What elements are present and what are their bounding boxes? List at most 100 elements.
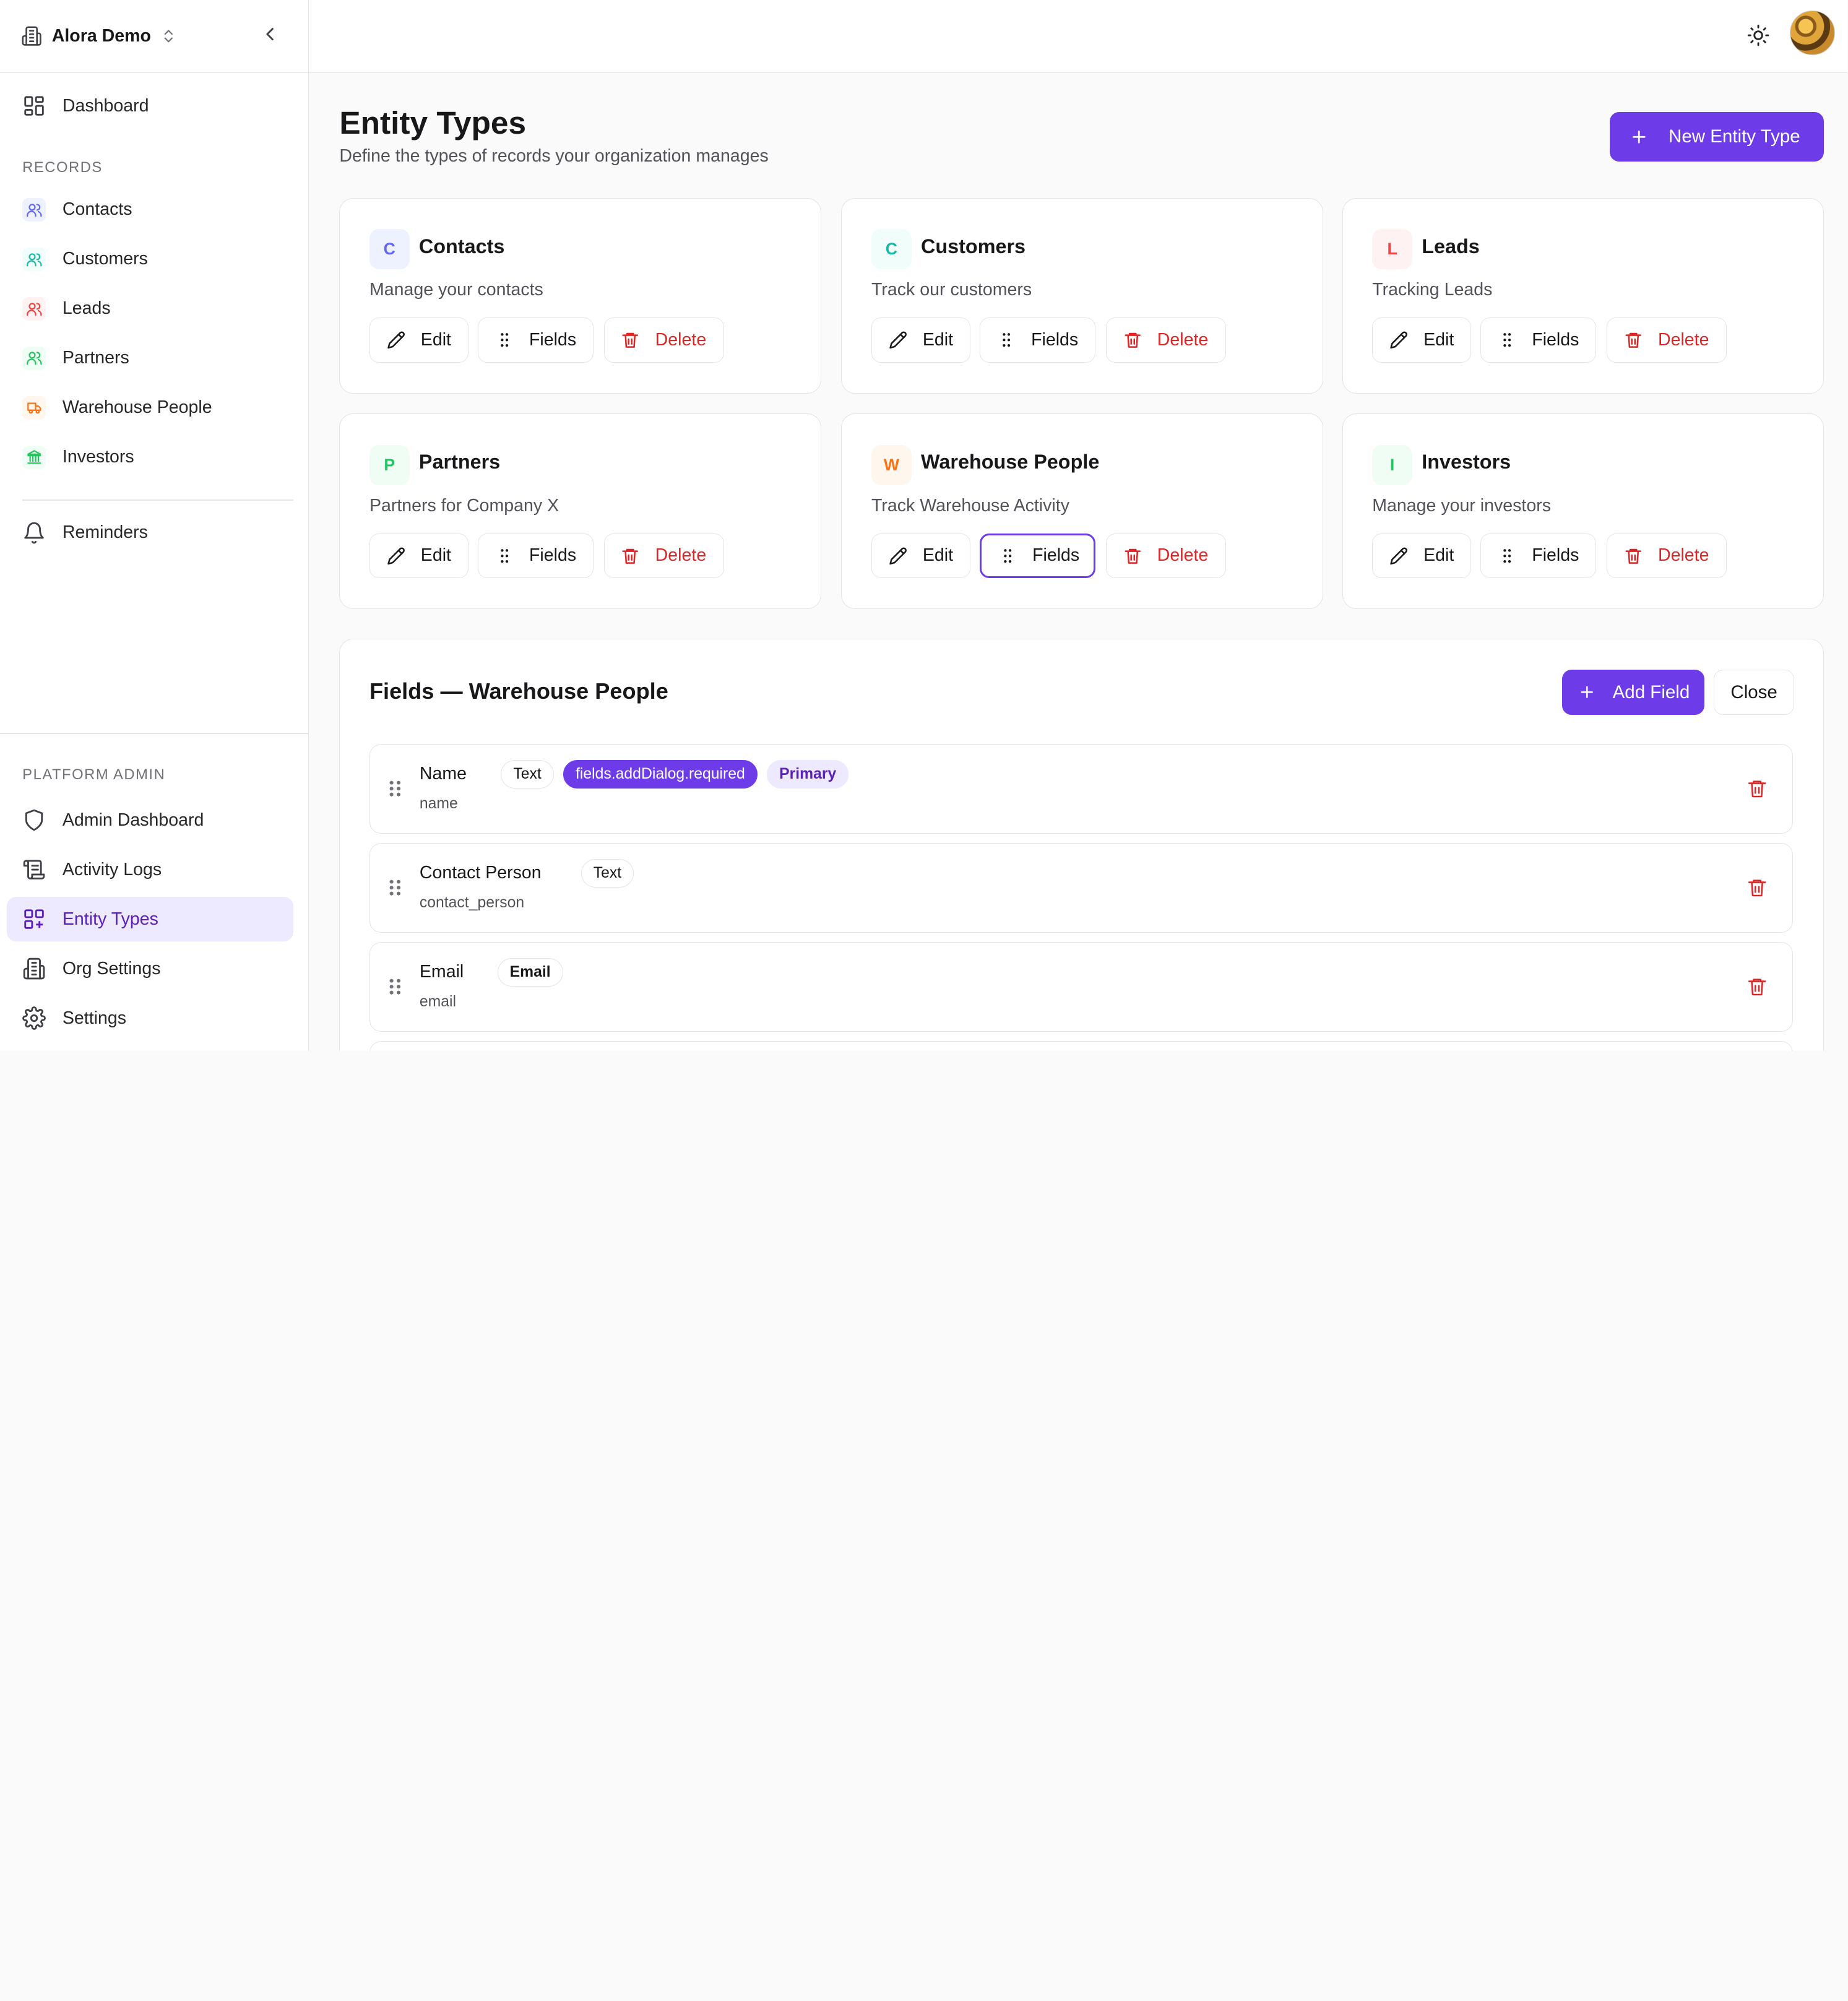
fields-panel-title: Fields — Warehouse People xyxy=(369,678,668,704)
trash-icon xyxy=(1125,332,1141,348)
entity-description: Track our customers xyxy=(871,280,1032,300)
nav-record-label: Partners xyxy=(62,348,129,368)
entity-name: Warehouse People xyxy=(921,451,1100,473)
nav-entity-types[interactable]: Entity Types xyxy=(7,896,294,942)
trash-icon[interactable] xyxy=(1747,976,1768,997)
trash-icon[interactable] xyxy=(1747,877,1768,898)
nav-record-partners[interactable]: Partners xyxy=(7,336,293,381)
entity-description: Tracking Leads xyxy=(1372,280,1493,300)
delete-button[interactable]: Delete xyxy=(1105,533,1227,578)
entity-name: Partners xyxy=(418,451,501,473)
users-icon xyxy=(22,296,46,321)
field-row[interactable]: Contact Person contact_person Text xyxy=(369,843,1793,933)
edit-button[interactable]: Edit xyxy=(369,533,468,578)
fields-label: Fields xyxy=(1031,329,1079,350)
entity-type-card: W Warehouse People Track Warehouse Activit… xyxy=(841,413,1324,610)
trash-icon xyxy=(623,548,639,564)
delete-label: Delete xyxy=(1157,329,1209,350)
delete-button[interactable]: Delete xyxy=(603,318,725,363)
user-avatar[interactable] xyxy=(1790,11,1835,56)
add-field-label: Add Field xyxy=(1612,681,1690,702)
bell-icon xyxy=(22,521,46,545)
trash-icon[interactable] xyxy=(1747,778,1768,799)
layout-grid-icon xyxy=(22,907,46,931)
entity-letter-badge: C xyxy=(871,229,912,270)
page-subtitle: Define the types of records your organiz… xyxy=(339,146,769,166)
delete-button[interactable]: Delete xyxy=(1607,533,1727,578)
collapse-sidebar-icon[interactable] xyxy=(259,24,280,45)
add-field-button[interactable]: Add Field xyxy=(1561,670,1705,715)
field-name: Email xyxy=(419,961,464,982)
field-name: Contact Person xyxy=(419,862,542,883)
nav-reminders[interactable]: Reminders xyxy=(7,510,293,555)
fields-button[interactable]: Fields xyxy=(478,318,594,363)
trash-icon xyxy=(1625,548,1641,564)
nav-admin-dashboard[interactable]: Admin Dashboard xyxy=(7,798,293,842)
close-button[interactable]: Close xyxy=(1714,670,1794,715)
building-icon xyxy=(22,957,46,980)
nav-reminders-label: Reminders xyxy=(62,522,148,543)
entity-letter-badge: C xyxy=(369,229,410,270)
fields-button[interactable]: Fields xyxy=(1480,318,1596,363)
nav-admin-label: Activity Logs xyxy=(62,859,162,879)
fields-button[interactable]: Fields xyxy=(478,533,594,578)
entity-description: Manage your contacts xyxy=(369,280,543,300)
field-row[interactable]: Email email Email xyxy=(369,942,1793,1032)
delete-button[interactable]: Delete xyxy=(603,533,725,578)
nav-record-contacts[interactable]: Contacts xyxy=(7,188,293,232)
edit-button[interactable]: Edit xyxy=(871,533,970,578)
entity-name: Contacts xyxy=(418,235,505,257)
fields-button[interactable]: Fields xyxy=(980,318,1095,363)
field-name: Name xyxy=(419,763,467,784)
delete-button[interactable]: Delete xyxy=(1607,318,1727,363)
nav-record-investors[interactable]: Investors xyxy=(7,435,293,480)
plus-icon xyxy=(1581,686,1594,699)
nav-activity-logs[interactable]: Activity Logs xyxy=(7,847,293,892)
top-bar xyxy=(308,0,1848,74)
edit-button[interactable]: Edit xyxy=(369,318,468,363)
edit-button[interactable]: Edit xyxy=(1372,318,1472,363)
nav-record-label: Investors xyxy=(62,447,134,467)
building-icon xyxy=(22,26,41,46)
nav-record-customers[interactable]: Customers xyxy=(7,237,293,282)
fields-button[interactable]: Fields xyxy=(980,533,1095,578)
pencil-icon xyxy=(387,547,405,564)
field-row[interactable] xyxy=(369,1041,1793,1052)
drag-handle-icon[interactable] xyxy=(387,976,404,997)
field-type-badge: Text xyxy=(581,859,634,888)
scroll-icon xyxy=(22,858,46,881)
field-badges: Email xyxy=(497,958,563,987)
nav-admin-label: Admin Dashboard xyxy=(62,810,204,830)
entity-type-card: C Customers Track our customers Edit Fields D… xyxy=(841,197,1324,394)
edit-button[interactable]: Edit xyxy=(871,318,970,363)
pencil-icon xyxy=(1390,331,1407,349)
chevrons-up-down-icon xyxy=(164,30,173,43)
sun-icon[interactable] xyxy=(1747,24,1770,47)
trash-icon xyxy=(1125,548,1141,564)
field-badges: Text fields.addDialog.required Primary xyxy=(501,760,849,789)
delete-button[interactable]: Delete xyxy=(1105,318,1227,363)
edit-button[interactable]: Edit xyxy=(1372,533,1472,578)
entity-letter-badge: W xyxy=(871,444,912,485)
fields-button[interactable]: Fields xyxy=(1480,533,1596,578)
drag-handle-icon[interactable] xyxy=(387,778,404,799)
nav-settings[interactable]: Settings xyxy=(7,996,293,1040)
grip-icon xyxy=(501,548,508,563)
new-entity-type-button[interactable]: New Entity Type xyxy=(1609,111,1824,162)
drag-handle-icon[interactable] xyxy=(387,877,404,898)
nav-record-leads[interactable]: Leads xyxy=(7,287,293,331)
delete-label: Delete xyxy=(655,545,707,566)
new-entity-type-label: New Entity Type xyxy=(1669,126,1800,147)
sidebar: Alora Demo Dashboard RECORDS Contacts Cu… xyxy=(0,0,309,1052)
entity-letter-badge: P xyxy=(369,444,410,485)
entity-letter-badge: L xyxy=(1372,229,1412,270)
field-row[interactable]: Name name Text fields.addDialog.required… xyxy=(369,744,1793,834)
grip-icon xyxy=(1003,333,1011,347)
nav-dashboard[interactable]: Dashboard xyxy=(7,84,293,128)
nav-org-settings[interactable]: Org Settings xyxy=(7,946,293,991)
platform-admin-label: PLATFORM ADMIN xyxy=(22,766,166,783)
edit-label: Edit xyxy=(922,545,954,566)
nav-record-warehouse-people[interactable]: Warehouse People xyxy=(7,386,293,430)
delete-label: Delete xyxy=(655,329,707,350)
org-switcher[interactable]: Alora Demo xyxy=(0,0,309,74)
